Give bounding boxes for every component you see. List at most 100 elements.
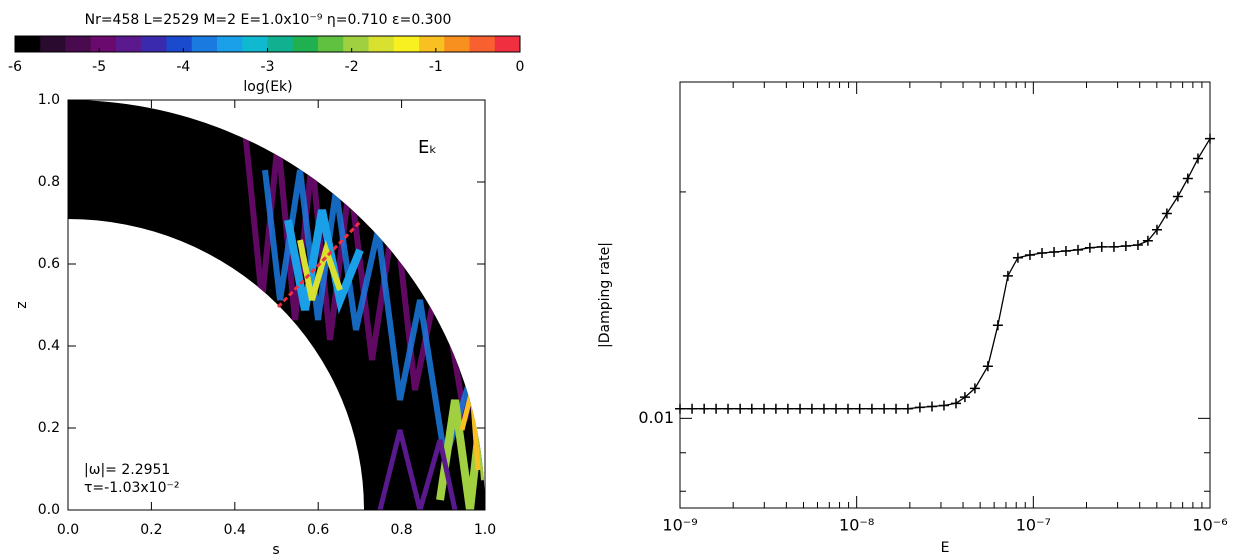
- marker: [1132, 240, 1143, 251]
- marker: [992, 320, 1003, 331]
- x-tick-label: 0.4: [224, 522, 246, 538]
- marker: [982, 361, 993, 372]
- marker: [1142, 235, 1153, 246]
- colorbar-swatch: [267, 36, 294, 52]
- plot-frame: [679, 81, 1211, 509]
- y-tick-label: 0.01: [638, 408, 674, 427]
- plot-frame: [67, 99, 486, 511]
- marker: [1151, 224, 1162, 235]
- marker: [1161, 208, 1172, 219]
- colorbar-swatch: [318, 36, 344, 52]
- marker: [879, 403, 890, 414]
- colorbar-swatch: [343, 36, 369, 52]
- marker: [1120, 240, 1131, 251]
- marker: [1002, 270, 1013, 281]
- chart-title: Nr=458 L=2529 M=2 E=1.0x10⁻⁹ η=0.710 ε=0…: [85, 12, 452, 28]
- marker: [914, 402, 925, 413]
- colorbar-swatch: [15, 36, 41, 52]
- marker: [723, 403, 734, 414]
- marker: [806, 403, 817, 414]
- colorbar-swatch: [292, 36, 319, 52]
- x-tick-label: 0.0: [57, 522, 79, 538]
- marker: [746, 403, 757, 414]
- colorbar-swatch: [90, 36, 117, 52]
- y-axis-label: |Damping rate|: [597, 242, 613, 348]
- marker: [866, 403, 877, 414]
- x-tick-label: 10⁻⁹: [662, 516, 697, 535]
- marker: [1172, 191, 1183, 202]
- colorbar-tick-label: -6: [8, 59, 22, 75]
- y-tick-label: 0.8: [38, 174, 60, 190]
- marker: [854, 403, 865, 414]
- x-axis-label: E: [941, 540, 950, 556]
- colorbar-swatch: [419, 36, 445, 52]
- marker: [711, 403, 722, 414]
- x-tick-label: 0.6: [307, 522, 329, 538]
- marker: [959, 392, 970, 403]
- marker: [759, 403, 770, 414]
- marker: [1037, 247, 1048, 258]
- marker: [1205, 133, 1215, 144]
- marker: [1012, 252, 1023, 263]
- colorbar-tick-label: -4: [176, 59, 190, 75]
- omega-label: |ω|= 2.2951: [84, 462, 170, 478]
- marker: [687, 403, 698, 414]
- y-tick-label: 1.0: [38, 92, 60, 108]
- marker: [902, 403, 913, 414]
- marker: [1024, 249, 1035, 260]
- colorbar-swatch: [368, 36, 395, 52]
- colorbar-swatch: [116, 36, 142, 52]
- marker: [1060, 246, 1071, 257]
- colorbar-tick-label: -2: [345, 59, 359, 75]
- colorbar-swatch: [469, 36, 496, 52]
- marker: [699, 403, 710, 414]
- marker: [1182, 173, 1193, 184]
- marker: [1096, 241, 1107, 252]
- marker: [735, 403, 746, 414]
- marker: [831, 403, 842, 414]
- y-tick-label: 0.0: [38, 502, 60, 518]
- marker: [770, 403, 781, 414]
- marker: [818, 403, 829, 414]
- colorbar-tick-label: 0: [516, 59, 525, 75]
- x-tick-label: 0.2: [140, 522, 162, 538]
- colorbar-swatch: [191, 36, 218, 52]
- marker: [927, 401, 938, 412]
- marker: [951, 398, 962, 409]
- colorbar-swatch: [217, 36, 243, 52]
- marker: [938, 400, 949, 411]
- field-label: Eₖ: [418, 137, 437, 158]
- marker: [891, 403, 902, 414]
- marker: [1108, 241, 1119, 252]
- colorbar-swatch: [242, 36, 268, 52]
- colorbar-swatch: [141, 36, 167, 52]
- colorbar-tick-label: -3: [261, 59, 275, 75]
- y-tick-label: 0.2: [38, 420, 60, 436]
- field-image: [68, 100, 485, 510]
- line-series: [680, 138, 1211, 410]
- colorbar-label: log(Ek): [243, 79, 292, 95]
- marker: [1073, 244, 1083, 255]
- x-tick-label: 10⁻⁷: [1016, 516, 1051, 535]
- colorbar-swatch: [393, 36, 420, 52]
- colorbar-swatch: [65, 36, 92, 52]
- x-tick-label: 10⁻⁶: [1192, 516, 1227, 535]
- colorbar-tick-label: -5: [92, 59, 106, 75]
- x-axis-label: s: [272, 542, 279, 558]
- marker: [675, 403, 685, 414]
- x-tick-label: 0.8: [390, 522, 412, 538]
- marker: [842, 403, 853, 414]
- marker: [782, 403, 793, 414]
- marker: [969, 383, 980, 394]
- y-axis-label: z: [14, 301, 30, 308]
- marker: [795, 403, 806, 414]
- y-tick-label: 0.6: [38, 256, 60, 272]
- x-tick-label: 10⁻⁸: [839, 516, 874, 535]
- tau-label: τ=-1.03x10⁻²: [84, 480, 179, 496]
- colorbar-swatch: [40, 36, 66, 52]
- marker: [1049, 246, 1060, 257]
- marker: [1192, 153, 1203, 164]
- colorbar-swatch: [444, 36, 470, 52]
- colorbar-swatch: [494, 36, 521, 52]
